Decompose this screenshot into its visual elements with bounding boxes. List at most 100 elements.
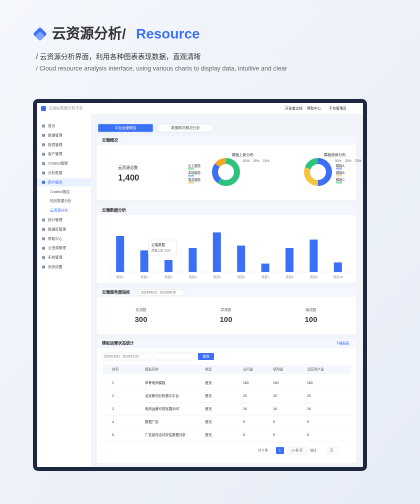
server-stat-label: 在线数 bbox=[136, 307, 147, 312]
bar bbox=[237, 245, 246, 272]
card bbox=[97, 288, 356, 334]
table-cell: 广告宣传活动评估数据分析 bbox=[145, 432, 186, 437]
table-cell: 160 bbox=[273, 381, 279, 385]
sidebar-item[interactable]: 云资源管理 bbox=[48, 245, 66, 250]
sidebar-active-group bbox=[37, 178, 91, 187]
sidebar-item[interactable]: 系统设置 bbox=[48, 264, 63, 269]
table-cell: 16 bbox=[243, 407, 247, 411]
stat-value: 1,400 bbox=[118, 172, 140, 182]
column-header: 活跃用户量 bbox=[307, 366, 325, 371]
legend-swatch bbox=[188, 175, 194, 177]
sidebar-item[interactable]: 统计管理 bbox=[48, 217, 63, 222]
x-tick-label: 项目10 bbox=[333, 275, 343, 279]
tab[interactable] bbox=[97, 123, 154, 133]
legend-swatch bbox=[336, 168, 342, 170]
card-title: 云端数据分析 bbox=[102, 207, 126, 213]
donut-value-label: 20% bbox=[355, 159, 362, 163]
bar bbox=[261, 263, 270, 272]
table-cell: 数据广告 bbox=[145, 419, 159, 424]
bar bbox=[164, 260, 173, 272]
card-header bbox=[97, 136, 356, 145]
tab[interactable] bbox=[157, 123, 214, 133]
topbar bbox=[37, 103, 363, 114]
x-tick-label: 项目9 bbox=[310, 275, 318, 279]
search-button-label: 查询 bbox=[203, 353, 210, 358]
bar bbox=[333, 262, 342, 272]
sidebar-item[interactable]: 用户服务 bbox=[48, 179, 63, 184]
legend-swatch bbox=[336, 182, 342, 184]
sidebar-item[interactable]: 系统管理 bbox=[48, 255, 63, 260]
sidebar-icon bbox=[42, 227, 45, 231]
subtitle-en: / Cloud resource analysis interface, usi… bbox=[36, 66, 287, 73]
sidebar-item[interactable]: 数据管理 bbox=[48, 132, 63, 137]
table-cell: 4 bbox=[112, 420, 114, 424]
table-cell: 5 bbox=[112, 433, 114, 437]
legend-label: 混合服务 bbox=[188, 177, 202, 182]
table-cell: 5 bbox=[273, 433, 275, 437]
column-header: 访问量 bbox=[243, 366, 254, 371]
top-link[interactable]: 平台管理员 bbox=[329, 105, 347, 110]
date-input-text: 2019/12/31 - 2019/11/22 bbox=[104, 354, 139, 358]
tooltip-title: 云端数据 bbox=[151, 242, 165, 247]
sidebar-item[interactable]: 云资源分析 bbox=[50, 208, 68, 213]
subtitle-cn: / 云资源分析界面，利用各种图表表现数据，直观清晰 bbox=[36, 52, 201, 61]
pager-text: 1 bbox=[279, 448, 281, 452]
server-stat-label: 离线数 bbox=[306, 307, 317, 312]
sidebar-item[interactable]: 客户管理 bbox=[48, 151, 63, 156]
card-title: 模板运营状态统计 bbox=[102, 340, 134, 346]
bar bbox=[285, 248, 294, 272]
table-cell: 160 bbox=[307, 381, 313, 385]
x-tick-label: 项目2 bbox=[140, 275, 148, 279]
donut-value-label: 60% bbox=[243, 159, 250, 163]
date-range-box[interactable] bbox=[137, 289, 185, 296]
page-current[interactable] bbox=[276, 447, 284, 454]
table-cell: 20 bbox=[273, 394, 277, 398]
tab-label: 数据概况概况分析 bbox=[171, 125, 200, 130]
search-input[interactable] bbox=[154, 352, 196, 361]
donut-title: 模板使用分布 bbox=[324, 152, 346, 157]
x-tick-label: 项目7 bbox=[261, 275, 269, 279]
legend-label: 模板C bbox=[336, 177, 345, 182]
sidebar-icon bbox=[42, 256, 45, 260]
title: 云资源分析/ bbox=[52, 26, 126, 42]
sidebar-icon bbox=[42, 237, 45, 241]
sidebar-icon bbox=[42, 152, 45, 156]
legend-swatch bbox=[188, 168, 194, 170]
card-title: 云端服务器指标 bbox=[102, 289, 130, 295]
sidebar-icon bbox=[42, 143, 45, 147]
top-link[interactable]: 开发者文档 bbox=[285, 105, 303, 110]
legend-swatch bbox=[336, 175, 342, 177]
table-cell: 20 bbox=[307, 394, 311, 398]
download-link[interactable]: 下载报表 bbox=[335, 340, 349, 345]
tooltip bbox=[148, 239, 177, 256]
sidebar-item[interactable]: Chatbot管理 bbox=[48, 161, 68, 166]
sidebar-item[interactable]: 帮助中心 bbox=[48, 236, 63, 241]
logo-icon bbox=[33, 27, 47, 41]
sidebar-item[interactable]: 首页 bbox=[48, 123, 56, 128]
bar bbox=[309, 239, 318, 272]
bar bbox=[140, 250, 149, 272]
date-input[interactable] bbox=[101, 352, 153, 361]
bar bbox=[188, 248, 197, 272]
sidebar-item[interactable]: 知识数据分析 bbox=[50, 198, 72, 203]
pager-box[interactable] bbox=[288, 446, 307, 455]
sidebar-item[interactable]: Chatbot报告 bbox=[50, 189, 70, 194]
sidebar-item[interactable]: 数据库管理 bbox=[48, 226, 66, 231]
sidebar-item[interactable]: 分析数据 bbox=[48, 170, 63, 175]
pager-text: 10 条/页 bbox=[291, 447, 303, 452]
server-stat-label: 异常数 bbox=[221, 307, 232, 312]
search-button[interactable] bbox=[198, 353, 214, 360]
table-header bbox=[102, 365, 351, 374]
table-cell: 2 bbox=[112, 394, 114, 398]
table-cell: 5 bbox=[307, 433, 309, 437]
pager-box[interactable] bbox=[327, 446, 339, 455]
top-link[interactable]: 帮助中心 bbox=[307, 105, 321, 110]
table-cell: 5 bbox=[307, 420, 309, 424]
sidebar-item[interactable]: 报表管理 bbox=[48, 142, 63, 147]
date-range: 2023/04/10 - 2023/04/16 bbox=[141, 290, 176, 294]
table-cell: 160 bbox=[243, 381, 249, 385]
donut-segment bbox=[212, 158, 240, 186]
x-tick-label: 项目4 bbox=[189, 275, 197, 279]
table-cell: 16 bbox=[273, 407, 277, 411]
